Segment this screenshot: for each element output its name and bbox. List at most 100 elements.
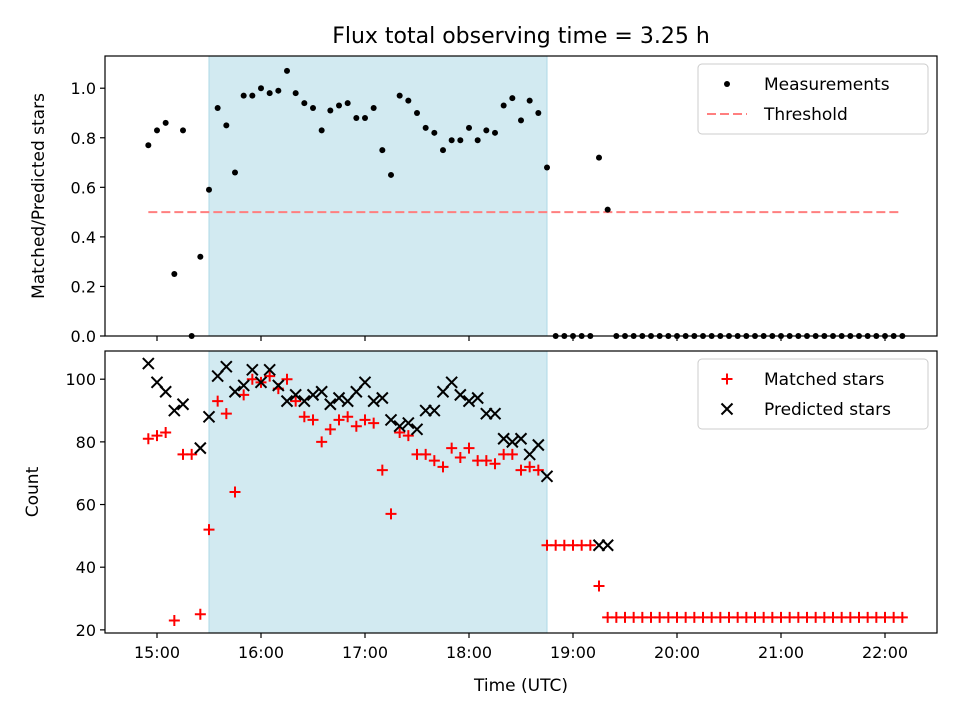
predicted-star-point <box>324 398 337 411</box>
measurement-point <box>310 105 316 112</box>
predicted-star-point <box>168 404 181 417</box>
matched-star-point <box>896 611 908 623</box>
measurement-point <box>232 169 238 176</box>
measurement-point <box>483 127 490 134</box>
measurement-point <box>492 129 498 136</box>
legend-label: Matched stars <box>764 370 884 390</box>
measurement-point <box>284 67 290 74</box>
legend-predicted-swatch <box>720 402 734 416</box>
measurement-point <box>266 90 273 97</box>
measurement-point <box>171 271 178 278</box>
measurement-point <box>180 127 186 134</box>
matched-star-point <box>463 442 475 454</box>
predicted-star-point <box>532 438 545 452</box>
x-axis-label: Time (UTC) <box>473 676 568 696</box>
measurement-point <box>405 97 412 104</box>
measurement-point <box>318 127 325 134</box>
matched-star-point <box>385 508 397 520</box>
matched-star-point <box>394 426 406 438</box>
measurement-point <box>379 147 386 154</box>
matched-star-point <box>593 580 605 592</box>
bottom-y-axis-label: Count <box>23 466 43 517</box>
measurement-point <box>518 117 524 124</box>
predicted-star-point <box>246 363 259 377</box>
measurement-point <box>223 122 230 129</box>
measurement-point <box>327 107 334 114</box>
predicted-star-point <box>384 413 398 427</box>
matched-star-point <box>203 524 215 536</box>
predicted-star-point <box>220 360 233 373</box>
measurement-point <box>448 137 455 144</box>
predicted-star-point <box>445 376 458 389</box>
axes-frame <box>104 350 938 634</box>
predicted-star-point <box>471 391 484 405</box>
y-tick-label: 40 <box>76 558 96 577</box>
matched-star-point <box>532 464 544 476</box>
legend-box <box>697 63 929 135</box>
matched-star-point <box>350 420 362 432</box>
measurement-point <box>388 171 394 178</box>
measurement-point <box>197 253 204 260</box>
measurement-point <box>535 109 542 116</box>
predicted-star-point <box>376 391 389 405</box>
measurement-point <box>596 154 602 161</box>
matched-star-point <box>298 411 310 423</box>
top-panel: 0.0 0.2 0.4 0.6 0.8 1.0 Measurements Threshold <box>71 55 938 346</box>
predicted-star-point <box>254 376 268 389</box>
measurement-point <box>431 129 438 136</box>
matched-star-point <box>420 448 432 460</box>
predicted-star-point <box>289 388 302 402</box>
matched-star-point <box>584 539 596 551</box>
measurement-point <box>353 114 360 121</box>
predicted-star-point <box>202 410 216 424</box>
predicted-star-point <box>315 385 328 398</box>
y-tick-label: 0.4 <box>71 228 96 247</box>
matched-star-point <box>151 430 163 442</box>
measurement-point <box>206 186 212 193</box>
y-tick-label: 0.0 <box>71 327 96 346</box>
predicted-star-point <box>454 388 467 402</box>
measurement-point <box>466 124 472 131</box>
predicted-star-point <box>367 394 380 408</box>
predicted-star-point <box>228 385 242 398</box>
matched-star-point <box>281 373 293 385</box>
matched-star-point <box>506 448 518 460</box>
predicted-star-point <box>402 416 415 430</box>
y-tick-label: 0.2 <box>71 277 96 296</box>
predicted-star-point <box>506 435 519 449</box>
x-tick-label: 20:00 <box>654 643 700 662</box>
y-tick-label: 60 <box>76 496 96 515</box>
y-tick-label: 0.6 <box>71 178 96 197</box>
measurement-point <box>500 102 507 109</box>
legend-measurement-swatch <box>724 81 730 87</box>
matched-star-point <box>376 464 388 476</box>
matched-star-point <box>264 370 276 382</box>
matched-star-point <box>524 461 536 473</box>
predicted-star-point <box>462 394 476 408</box>
measurement-point <box>440 147 446 154</box>
matched-star-point <box>428 455 440 467</box>
legend-label: Predicted stars <box>764 400 891 420</box>
matched-star-point <box>160 426 172 438</box>
predicted-star-point <box>332 391 346 405</box>
legend-box <box>697 358 929 430</box>
matched-star-point <box>229 486 241 498</box>
measurement-point <box>240 92 247 99</box>
matched-star-point <box>290 395 302 407</box>
y-tick-label: 1.0 <box>71 79 96 98</box>
matched-star-point <box>437 461 449 473</box>
measurement-point <box>258 85 264 92</box>
matched-star-point <box>480 455 492 467</box>
predicted-star-point <box>194 441 207 455</box>
predicted-star-point <box>176 398 190 411</box>
predicted-star-point <box>298 394 311 408</box>
matched-star-point <box>333 414 345 426</box>
measurement-point <box>370 105 377 112</box>
matched-star-point <box>316 436 328 448</box>
legend: Measurements Threshold <box>697 63 929 135</box>
measurement-point <box>336 102 342 109</box>
matched-star-point <box>489 458 501 470</box>
x-tick-label: 15:00 <box>134 643 180 662</box>
measurement-point <box>422 124 429 131</box>
predicted-star-point <box>393 419 406 433</box>
